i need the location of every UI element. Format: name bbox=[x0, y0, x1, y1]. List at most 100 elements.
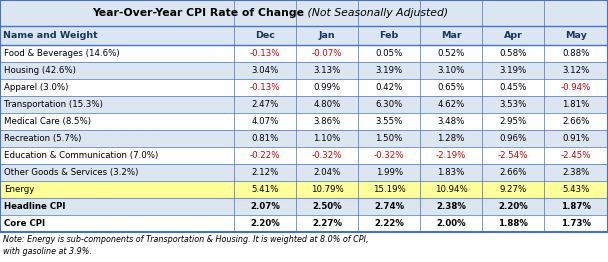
Text: 1.99%: 1.99% bbox=[376, 168, 402, 177]
Bar bbox=[0, 0, 608, 26]
Text: 4.62%: 4.62% bbox=[437, 100, 465, 109]
Text: 2.66%: 2.66% bbox=[499, 168, 527, 177]
Text: Mar: Mar bbox=[441, 31, 461, 40]
Text: 3.53%: 3.53% bbox=[499, 100, 527, 109]
Text: (Not Seasonally Adjusted): (Not Seasonally Adjusted) bbox=[304, 8, 448, 18]
Text: 0.52%: 0.52% bbox=[437, 49, 465, 58]
Bar bbox=[0, 130, 608, 147]
Text: 10.79%: 10.79% bbox=[311, 185, 344, 194]
Text: 3.86%: 3.86% bbox=[313, 117, 341, 126]
Text: 6.30%: 6.30% bbox=[375, 100, 403, 109]
Text: 1.28%: 1.28% bbox=[437, 134, 465, 143]
Bar bbox=[0, 198, 608, 215]
Text: 2.12%: 2.12% bbox=[251, 168, 279, 177]
Text: 0.58%: 0.58% bbox=[499, 49, 527, 58]
Text: 2.38%: 2.38% bbox=[562, 168, 590, 177]
Text: 10.94%: 10.94% bbox=[435, 185, 468, 194]
Text: Food & Beverages (14.6%): Food & Beverages (14.6%) bbox=[4, 49, 119, 58]
Text: 3.19%: 3.19% bbox=[500, 66, 527, 75]
Text: 2.47%: 2.47% bbox=[251, 100, 279, 109]
Bar bbox=[0, 164, 608, 181]
Text: 1.88%: 1.88% bbox=[498, 219, 528, 228]
Text: 1.87%: 1.87% bbox=[561, 202, 591, 211]
Text: Education & Communication (7.0%): Education & Communication (7.0%) bbox=[4, 151, 158, 160]
Text: -0.32%: -0.32% bbox=[312, 151, 342, 160]
Text: 3.55%: 3.55% bbox=[375, 117, 403, 126]
Text: 0.88%: 0.88% bbox=[562, 49, 590, 58]
Text: -2.19%: -2.19% bbox=[436, 151, 466, 160]
Text: 4.80%: 4.80% bbox=[313, 100, 341, 109]
Text: 2.07%: 2.07% bbox=[250, 202, 280, 211]
Text: -2.54%: -2.54% bbox=[498, 151, 528, 160]
Text: 5.43%: 5.43% bbox=[562, 185, 590, 194]
Bar bbox=[0, 113, 608, 130]
Text: 2.00%: 2.00% bbox=[437, 219, 466, 228]
Text: 4.07%: 4.07% bbox=[251, 117, 279, 126]
Bar bbox=[0, 26, 608, 45]
Text: 0.96%: 0.96% bbox=[500, 134, 527, 143]
Text: 3.13%: 3.13% bbox=[313, 66, 341, 75]
Text: Apparel (3.0%): Apparel (3.0%) bbox=[4, 83, 68, 92]
Bar bbox=[0, 147, 608, 164]
Text: 2.74%: 2.74% bbox=[374, 202, 404, 211]
Text: 3.19%: 3.19% bbox=[376, 66, 402, 75]
Bar bbox=[0, 181, 608, 198]
Text: 2.66%: 2.66% bbox=[562, 117, 590, 126]
Text: 1.81%: 1.81% bbox=[562, 100, 590, 109]
Text: -0.07%: -0.07% bbox=[312, 49, 342, 58]
Bar bbox=[0, 62, 608, 79]
Bar bbox=[0, 0, 608, 232]
Text: Recreation (5.7%): Recreation (5.7%) bbox=[4, 134, 81, 143]
Bar bbox=[0, 215, 608, 232]
Text: May: May bbox=[565, 31, 587, 40]
Text: -0.13%: -0.13% bbox=[250, 49, 280, 58]
Bar bbox=[0, 79, 608, 96]
Text: 9.27%: 9.27% bbox=[500, 185, 527, 194]
Text: Name and Weight: Name and Weight bbox=[3, 31, 98, 40]
Text: 2.27%: 2.27% bbox=[312, 219, 342, 228]
Text: 0.45%: 0.45% bbox=[499, 83, 527, 92]
Text: 2.95%: 2.95% bbox=[500, 117, 527, 126]
Text: 0.05%: 0.05% bbox=[375, 49, 403, 58]
Bar bbox=[0, 45, 608, 62]
Text: Jan: Jan bbox=[319, 31, 336, 40]
Text: 2.38%: 2.38% bbox=[436, 202, 466, 211]
Text: Headline CPI: Headline CPI bbox=[4, 202, 65, 211]
Text: 1.73%: 1.73% bbox=[561, 219, 591, 228]
Text: 2.04%: 2.04% bbox=[313, 168, 341, 177]
Text: 0.99%: 0.99% bbox=[314, 83, 340, 92]
Text: -0.94%: -0.94% bbox=[561, 83, 591, 92]
Text: 0.91%: 0.91% bbox=[562, 134, 590, 143]
Text: with gasoline at 3.9%.: with gasoline at 3.9%. bbox=[3, 247, 92, 256]
Text: Transportation (15.3%): Transportation (15.3%) bbox=[4, 100, 103, 109]
Text: 0.81%: 0.81% bbox=[251, 134, 279, 143]
Text: 3.04%: 3.04% bbox=[251, 66, 279, 75]
Text: Core CPI: Core CPI bbox=[4, 219, 45, 228]
Text: 5.41%: 5.41% bbox=[251, 185, 279, 194]
Text: 0.42%: 0.42% bbox=[375, 83, 403, 92]
Text: -0.13%: -0.13% bbox=[250, 83, 280, 92]
Text: Dec: Dec bbox=[255, 31, 275, 40]
Text: 1.50%: 1.50% bbox=[375, 134, 403, 143]
Text: Year-Over-Year CPI Rate of Change: Year-Over-Year CPI Rate of Change bbox=[92, 8, 304, 18]
Text: -0.32%: -0.32% bbox=[374, 151, 404, 160]
Text: 0.65%: 0.65% bbox=[437, 83, 465, 92]
Text: Feb: Feb bbox=[379, 31, 399, 40]
Text: 2.20%: 2.20% bbox=[499, 202, 528, 211]
Text: Other Goods & Services (3.2%): Other Goods & Services (3.2%) bbox=[4, 168, 138, 177]
Text: 3.48%: 3.48% bbox=[437, 117, 465, 126]
Text: 15.19%: 15.19% bbox=[373, 185, 406, 194]
Text: Apr: Apr bbox=[503, 31, 523, 40]
Text: 3.12%: 3.12% bbox=[562, 66, 590, 75]
Text: 2.50%: 2.50% bbox=[313, 202, 342, 211]
Bar bbox=[0, 96, 608, 113]
Text: Housing (42.6%): Housing (42.6%) bbox=[4, 66, 75, 75]
Text: Medical Care (8.5%): Medical Care (8.5%) bbox=[4, 117, 91, 126]
Text: 1.10%: 1.10% bbox=[313, 134, 341, 143]
Text: Note: Energy is sub-components of Transportation & Housing. It is weighted at 8.: Note: Energy is sub-components of Transp… bbox=[3, 235, 368, 244]
Text: Energy: Energy bbox=[4, 185, 34, 194]
Text: -2.45%: -2.45% bbox=[561, 151, 592, 160]
Text: 2.20%: 2.20% bbox=[250, 219, 280, 228]
Text: 3.10%: 3.10% bbox=[437, 66, 465, 75]
Text: -0.22%: -0.22% bbox=[250, 151, 280, 160]
